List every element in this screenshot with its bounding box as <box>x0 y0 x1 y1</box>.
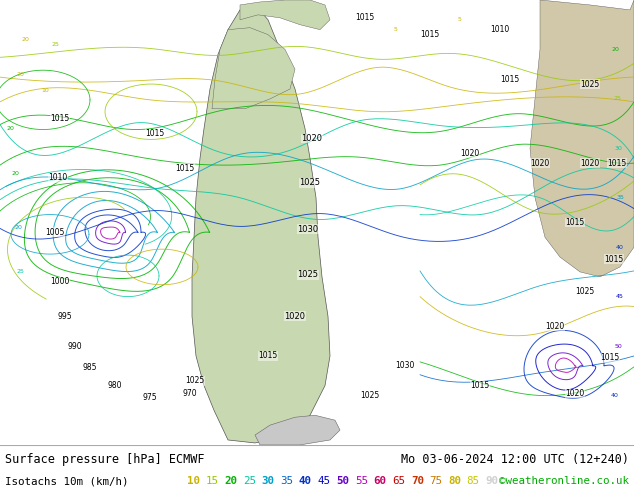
Text: 1015: 1015 <box>50 114 70 123</box>
Text: 10: 10 <box>187 476 200 487</box>
Text: 1030: 1030 <box>297 225 318 234</box>
Text: 20: 20 <box>224 476 237 487</box>
Text: 1025: 1025 <box>185 376 205 385</box>
Polygon shape <box>212 27 295 109</box>
Text: 25: 25 <box>16 270 24 274</box>
Text: 1015: 1015 <box>607 159 626 168</box>
Text: 60: 60 <box>373 476 387 487</box>
Text: 25: 25 <box>243 476 256 487</box>
Text: 1020: 1020 <box>566 389 585 398</box>
Text: 10: 10 <box>41 89 49 94</box>
Text: 20: 20 <box>16 72 24 76</box>
Text: 65: 65 <box>392 476 405 487</box>
Text: 70: 70 <box>411 476 424 487</box>
Text: 30: 30 <box>262 476 275 487</box>
Text: 45: 45 <box>616 294 624 299</box>
Text: 995: 995 <box>58 312 72 321</box>
Text: 1015: 1015 <box>470 381 489 390</box>
Text: 80: 80 <box>448 476 461 487</box>
Text: 985: 985 <box>83 363 97 372</box>
Text: 1000: 1000 <box>50 277 70 286</box>
Text: 20: 20 <box>14 225 22 230</box>
Text: 75: 75 <box>429 476 443 487</box>
Text: 50: 50 <box>336 476 349 487</box>
Text: 1030: 1030 <box>396 361 415 370</box>
Text: 25: 25 <box>51 42 59 47</box>
Text: 40: 40 <box>616 245 624 250</box>
Text: 1015: 1015 <box>420 30 439 39</box>
Text: 85: 85 <box>467 476 480 487</box>
Text: 1025: 1025 <box>297 270 318 279</box>
Text: 980: 980 <box>108 381 122 390</box>
Text: 970: 970 <box>183 389 197 398</box>
Text: 1020: 1020 <box>580 159 600 168</box>
Polygon shape <box>192 5 330 443</box>
Text: 1005: 1005 <box>45 228 65 237</box>
Text: 45: 45 <box>318 476 330 487</box>
Text: 20: 20 <box>21 37 29 42</box>
Text: 975: 975 <box>143 393 157 402</box>
Text: Mo 03-06-2024 12:00 UTC (12+240): Mo 03-06-2024 12:00 UTC (12+240) <box>401 453 629 466</box>
Text: 1010: 1010 <box>48 173 68 182</box>
Polygon shape <box>255 415 340 445</box>
Text: 20: 20 <box>11 171 19 175</box>
Text: 1025: 1025 <box>360 391 380 400</box>
Text: ©weatheronline.co.uk: ©weatheronline.co.uk <box>499 476 629 487</box>
Text: 1020: 1020 <box>460 149 480 158</box>
Text: 1015: 1015 <box>356 13 375 23</box>
Text: 5: 5 <box>393 27 397 32</box>
Text: 35: 35 <box>616 195 624 200</box>
Text: 1015: 1015 <box>145 129 165 138</box>
Text: 1020: 1020 <box>285 312 306 321</box>
Text: Surface pressure [hPa] ECMWF: Surface pressure [hPa] ECMWF <box>5 453 205 466</box>
Text: 35: 35 <box>280 476 294 487</box>
Text: 1015: 1015 <box>500 74 520 84</box>
Text: 40: 40 <box>611 393 619 398</box>
Text: 1020: 1020 <box>531 159 550 168</box>
Text: 50: 50 <box>614 343 622 348</box>
Text: 90: 90 <box>486 476 498 487</box>
Text: 990: 990 <box>68 342 82 350</box>
Text: 1025: 1025 <box>299 178 321 187</box>
Text: 1015: 1015 <box>604 254 624 264</box>
Text: 1020: 1020 <box>302 134 323 143</box>
Text: 1020: 1020 <box>545 322 565 331</box>
Text: 55: 55 <box>355 476 368 487</box>
Text: 25: 25 <box>613 97 621 101</box>
Text: 30: 30 <box>614 146 622 151</box>
Text: 15: 15 <box>205 476 219 487</box>
Text: Isotachs 10m (km/h): Isotachs 10m (km/h) <box>5 476 129 487</box>
Text: 20: 20 <box>611 47 619 52</box>
Text: 1015: 1015 <box>259 351 278 361</box>
Text: 1015: 1015 <box>176 164 195 172</box>
Text: 1015: 1015 <box>566 218 585 227</box>
Text: 1010: 1010 <box>490 25 510 34</box>
Polygon shape <box>530 0 634 277</box>
Text: 1025: 1025 <box>576 287 595 296</box>
Text: 1015: 1015 <box>600 353 619 363</box>
Text: 1025: 1025 <box>580 79 600 89</box>
Text: 40: 40 <box>299 476 312 487</box>
Text: 5: 5 <box>458 17 462 22</box>
Polygon shape <box>240 0 330 30</box>
Text: 20: 20 <box>6 126 14 131</box>
